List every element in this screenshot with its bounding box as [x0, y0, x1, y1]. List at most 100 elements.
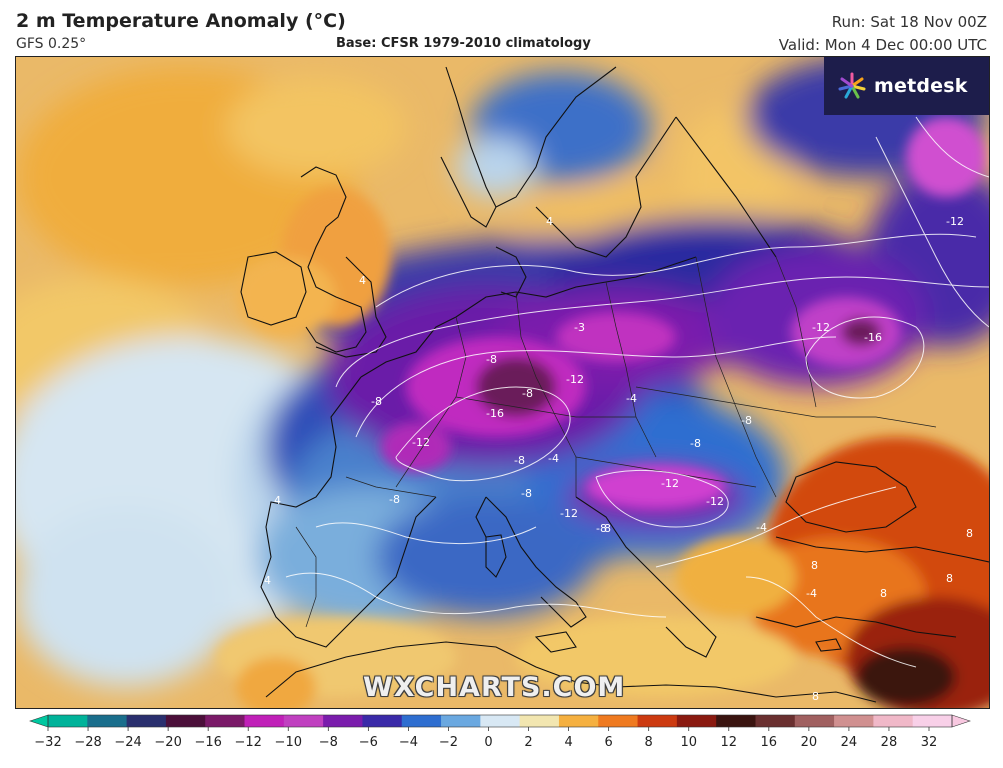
colorbar-tick-label: −8 — [318, 735, 338, 750]
starburst-icon — [838, 72, 866, 99]
contour-label: 8 — [946, 572, 953, 585]
colorbar-outline — [47, 714, 953, 728]
colorbar-tick-label: 6 — [604, 735, 613, 750]
colorbar-segment — [873, 715, 914, 727]
colorbar-segment — [834, 715, 874, 727]
colorbar-segment — [323, 715, 363, 727]
colorbar-tick-label: −28 — [74, 735, 102, 750]
colorbar-tick-label: 10 — [680, 735, 697, 750]
contour-label: -4 — [548, 452, 559, 465]
contour-label: 4 — [546, 215, 553, 228]
colorbar-segment — [401, 715, 442, 727]
colorbar-tick-label: −24 — [114, 735, 142, 750]
colorbar-left-arrow — [29, 714, 49, 728]
contour-label: -8 — [514, 454, 525, 467]
colorbar — [29, 714, 971, 731]
contour-label: -8 — [690, 437, 701, 450]
colorbar-tick-label: 24 — [840, 735, 858, 750]
contour-label: -12 — [661, 477, 679, 490]
contour-label: -16 — [864, 331, 882, 344]
colorbar-tick-label: 0 — [484, 735, 493, 750]
colorbar-tick-label: 28 — [880, 735, 898, 750]
map-canvas: -12 4 4 -8 -8 -3 -8 -12 -16 -12 -4 -8 -1… — [16, 57, 989, 708]
contour-label: -12 — [706, 495, 724, 508]
colorbar-tick-label: −2 — [438, 735, 459, 750]
contour-label: -12 — [566, 373, 584, 386]
colorbar-tick-label: −16 — [194, 735, 222, 750]
colorbar-segment — [205, 715, 246, 727]
colorbar-tick-label: 4 — [564, 735, 573, 750]
contour-labels: -12 4 4 -8 -8 -3 -8 -12 -16 -12 -4 -8 -1… — [264, 215, 973, 703]
contour-label: -12 — [412, 436, 430, 449]
contour-label: -4 — [806, 587, 817, 600]
watermark: WXCHARTS.COM — [363, 672, 626, 703]
contour-label: 8 — [811, 559, 818, 572]
colorbar-tick-label: −12 — [234, 735, 262, 750]
country-borders — [295, 256, 937, 628]
contour-label: -8 — [741, 414, 752, 427]
colorbar-segment — [480, 715, 521, 727]
contour-label: -8 — [389, 493, 400, 506]
colorbar-segment — [519, 715, 560, 727]
colorbar-tick-label: 16 — [760, 735, 778, 750]
colorbar-segment — [716, 715, 756, 727]
colorbar-segment — [794, 715, 835, 727]
metdesk-logo: metdesk — [824, 57, 989, 115]
colorbar-tick-label: 32 — [920, 735, 938, 750]
contour-label: -4 — [626, 392, 637, 405]
contour-label: 8 — [966, 527, 973, 540]
colorbar-tick-label: 8 — [644, 735, 653, 750]
model-label: GFS 0.25° — [16, 36, 87, 52]
contour-label: 4 — [359, 274, 366, 287]
colorbar-tick-label: 2 — [524, 735, 533, 750]
colorbar-segment — [912, 715, 953, 727]
climatology-base-label: Base: CFSR 1979-2010 climatology — [336, 36, 591, 51]
contour-label: -12 — [812, 321, 830, 334]
colorbar-tick-label: −10 — [274, 735, 302, 750]
colorbar-segments — [48, 715, 953, 727]
contour-label: 8 — [880, 587, 887, 600]
colorbar-segment — [558, 715, 599, 727]
contour-label: -8 — [371, 395, 382, 408]
contour-label: 8 — [812, 690, 819, 703]
colorbar-segment — [48, 715, 88, 727]
contour-label: -8 — [596, 522, 607, 535]
colorbar-segment — [598, 715, 639, 727]
contour-label: -8 — [522, 387, 533, 400]
contour-label: -8 — [521, 487, 532, 500]
colorbar-segment — [283, 715, 324, 727]
colorbar-tick-label: 20 — [800, 735, 818, 750]
colorbar-segment — [126, 715, 167, 727]
run-time-label: Run: Sat 18 Nov 00Z — [831, 13, 987, 31]
contour-label: -8 — [486, 353, 497, 366]
colorbar-tick-label: −20 — [154, 735, 182, 750]
temperature-field — [16, 57, 989, 687]
colorbar-tick-label: −6 — [358, 735, 378, 750]
colorbar-tick-label: 12 — [720, 735, 738, 750]
contour-label: -16 — [486, 407, 504, 420]
contour-label: 8 — [604, 522, 611, 535]
colorbar-segment — [441, 715, 481, 727]
colorbar-tick-label: −32 — [34, 735, 62, 750]
contour-label: -12 — [946, 215, 964, 228]
contour-lines — [285, 116, 989, 668]
chart-title: 2 m Temperature Anomaly (°C) — [16, 10, 346, 32]
logo-text: metdesk — [874, 75, 968, 97]
contour-label: 4 — [264, 574, 271, 587]
colorbar-segment — [755, 715, 796, 727]
anomaly-map: -12 4 4 -8 -8 -3 -8 -12 -16 -12 -4 -8 -1… — [15, 56, 990, 709]
coastlines — [240, 66, 989, 703]
colorbar-ticks — [47, 727, 930, 731]
valid-time-label: Valid: Mon 4 Dec 00:00 UTC — [778, 36, 987, 54]
contour-label: -12 — [560, 507, 578, 520]
colorbar-segment — [165, 715, 206, 727]
anomaly-cores — [216, 117, 989, 708]
colorbar-segment — [637, 715, 678, 727]
colorbar-tick-label: −4 — [398, 735, 418, 750]
contour-label: 4 — [274, 494, 281, 507]
colorbar-segment — [676, 715, 717, 727]
contour-label: -3 — [574, 321, 585, 334]
colorbar-segment — [244, 715, 285, 727]
contour-label: -4 — [756, 521, 767, 534]
colorbar-segment — [87, 715, 128, 727]
